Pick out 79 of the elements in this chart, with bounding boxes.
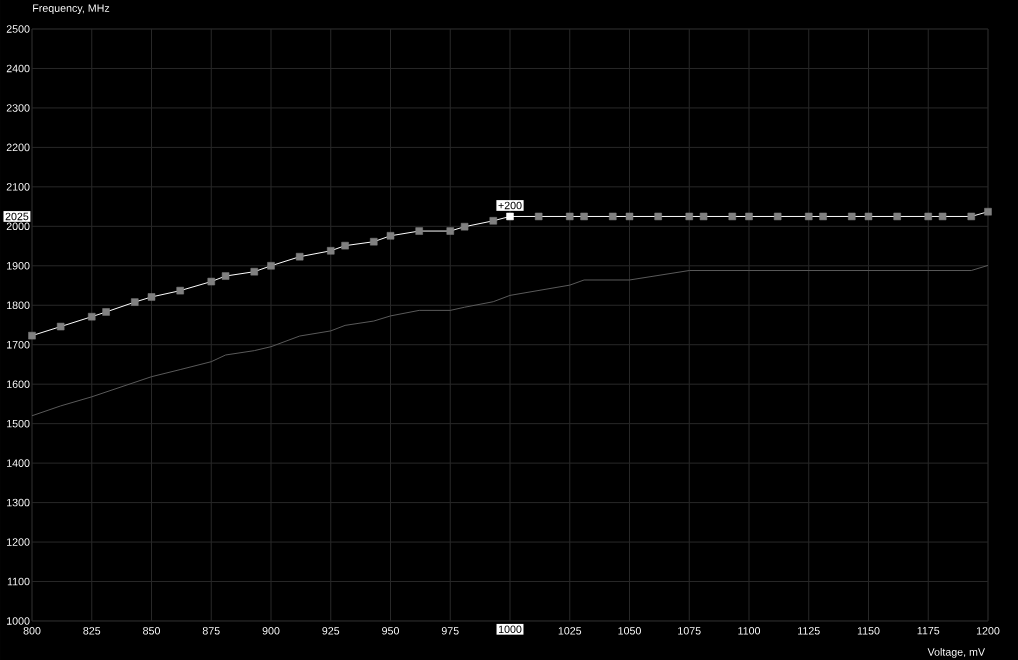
point bbox=[580, 212, 588, 221]
point bbox=[250, 267, 259, 276]
point bbox=[489, 217, 498, 225]
x-tick-label: 875 bbox=[202, 627, 220, 635]
point bbox=[819, 212, 827, 221]
point bbox=[938, 212, 947, 221]
x-tick-label: 925 bbox=[322, 627, 340, 635]
point bbox=[102, 308, 110, 316]
y-tick-label: 2400 bbox=[6, 64, 30, 73]
x-tick-label: 850 bbox=[143, 627, 160, 635]
x-tick-label: 1150 bbox=[857, 627, 880, 635]
x-tick-label: 1050 bbox=[618, 627, 641, 635]
annotation: +200 bbox=[498, 201, 522, 210]
point bbox=[893, 212, 901, 221]
y-tick-label: 2000 bbox=[6, 222, 30, 231]
y-tick-label: 1500 bbox=[7, 419, 30, 428]
x-tick-label: 1125 bbox=[798, 627, 820, 635]
point bbox=[176, 286, 184, 295]
point bbox=[267, 262, 275, 270]
point bbox=[534, 212, 543, 221]
point bbox=[625, 212, 634, 221]
x-tick-label: 975 bbox=[441, 627, 459, 635]
x-tick-label: 900 bbox=[262, 627, 280, 635]
annotation: 2025 bbox=[5, 212, 29, 221]
point bbox=[327, 247, 335, 255]
y-tick-label: 1000 bbox=[7, 617, 30, 625]
line-series bbox=[31, 264, 989, 417]
y-tick-label: 1700 bbox=[7, 340, 30, 349]
annotation: 1000 bbox=[498, 625, 522, 634]
point bbox=[341, 241, 349, 250]
y-tick-label: 2200 bbox=[6, 143, 30, 152]
point bbox=[566, 212, 574, 221]
point bbox=[28, 331, 36, 340]
point bbox=[699, 212, 708, 221]
x-tick-label: 1200 bbox=[976, 627, 1000, 635]
point bbox=[446, 227, 454, 235]
point bbox=[221, 272, 230, 280]
point bbox=[56, 322, 65, 331]
y-tick-label: 1200 bbox=[7, 538, 30, 546]
y-tick-label: 2100 bbox=[6, 183, 30, 191]
point bbox=[147, 293, 156, 301]
y-tick-label: 1900 bbox=[7, 262, 30, 270]
y-tick-label: 1300 bbox=[7, 498, 30, 507]
point bbox=[654, 212, 662, 221]
point bbox=[924, 212, 932, 221]
point bbox=[864, 212, 873, 221]
point bbox=[967, 212, 975, 221]
x-tick-label: 1175 bbox=[917, 627, 940, 635]
y-tick-label: 1600 bbox=[7, 380, 30, 388]
y-tick-label: 2500 bbox=[6, 25, 30, 33]
point bbox=[460, 222, 469, 231]
point bbox=[984, 207, 992, 216]
y-tick-label: 2300 bbox=[6, 104, 30, 112]
point bbox=[745, 212, 753, 221]
point bbox=[386, 232, 395, 240]
x-tick-label: 950 bbox=[382, 627, 399, 635]
x-tick-label: 800 bbox=[23, 627, 41, 635]
y-tick-label: 1400 bbox=[7, 459, 30, 467]
x-axis-title: Voltage, mV bbox=[927, 647, 986, 658]
y-axis-title: Frequency, MHz bbox=[33, 4, 110, 15]
point bbox=[295, 252, 304, 261]
point bbox=[370, 237, 378, 246]
x-tick-label: 1100 bbox=[738, 627, 761, 635]
point bbox=[88, 312, 96, 321]
point bbox=[773, 212, 782, 221]
point bbox=[506, 212, 514, 221]
point bbox=[728, 212, 737, 221]
point bbox=[848, 212, 856, 221]
x-tick-label: 825 bbox=[83, 627, 101, 635]
y-tick-label: 1100 bbox=[7, 577, 30, 586]
point bbox=[207, 277, 215, 286]
point bbox=[685, 212, 693, 221]
point bbox=[415, 227, 423, 235]
x-tick-label: 1025 bbox=[558, 627, 582, 635]
point bbox=[131, 298, 139, 306]
point bbox=[805, 212, 813, 221]
y-tick-label: 1800 bbox=[7, 301, 30, 310]
point bbox=[609, 212, 617, 221]
x-tick-label: 1075 bbox=[678, 627, 701, 635]
